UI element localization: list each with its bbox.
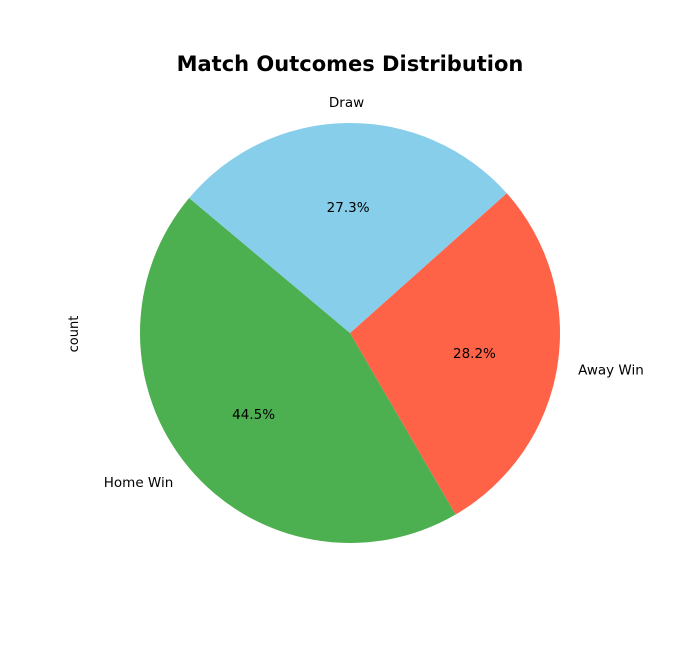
pie-slice-away-win <box>350 193 561 515</box>
pie-slices <box>139 122 561 544</box>
pie-slice-draw <box>189 122 507 334</box>
y-axis-label: count <box>67 316 82 353</box>
pie-percent-label-draw: 27.3% <box>327 200 370 216</box>
pie-percent-label-away-win: 28.2% <box>453 346 496 362</box>
pie-slice-home-win <box>139 198 456 544</box>
pie-labels: 44.5% Home Win 28.2% Away Win 27.3% Draw <box>104 95 644 491</box>
chart-title: Match Outcomes Distribution <box>177 52 524 76</box>
pie-category-label-draw: Draw <box>329 95 364 111</box>
pie-category-label-home-win: Home Win <box>104 475 174 491</box>
pie-percent-label-home-win: 44.5% <box>232 407 275 423</box>
pie-category-label-away-win: Away Win <box>578 362 644 378</box>
